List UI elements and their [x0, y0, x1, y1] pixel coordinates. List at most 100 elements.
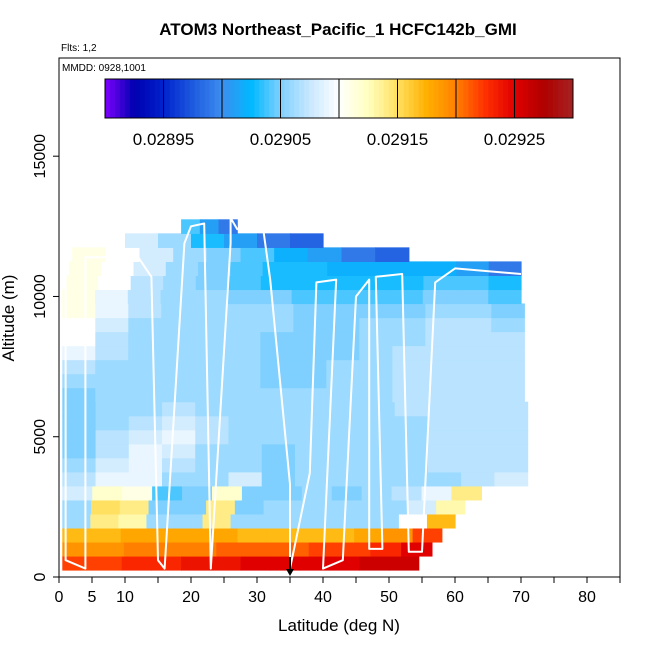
colorbar-swatch — [513, 79, 519, 118]
heatmap-cell — [455, 275, 490, 291]
heatmap-cell — [98, 275, 132, 291]
colorbar-swatch — [438, 79, 445, 118]
heatmap-cell — [390, 275, 425, 291]
heatmap-cell — [370, 513, 400, 529]
heatmap-cell — [62, 527, 93, 543]
heatmap-cell — [422, 289, 457, 305]
heatmap-cell — [62, 317, 96, 333]
heatmap-cell — [227, 387, 261, 403]
heatmap-cell — [62, 471, 97, 487]
heatmap-cell — [494, 457, 529, 473]
heatmap-cell — [228, 457, 263, 473]
x-tick-label: 30 — [248, 589, 266, 606]
colorbar-swatch — [563, 79, 569, 118]
colorbar-swatch — [159, 79, 166, 118]
colorbar-swatch — [184, 79, 191, 118]
colorbar-swatch — [199, 79, 206, 118]
heatmap-cell — [62, 457, 97, 473]
heatmap-cell — [307, 247, 343, 262]
heatmap-cell — [240, 555, 271, 571]
heatmap-cell — [128, 345, 162, 361]
y-axis-label: Altitude (m) — [0, 275, 18, 362]
heatmap-cell — [162, 429, 196, 445]
colorbar-swatch — [249, 79, 255, 118]
heatmap-cell — [328, 457, 363, 473]
heatmap-cell — [62, 387, 96, 403]
heatmap-cell — [359, 373, 393, 389]
colorbar-swatch — [139, 79, 146, 118]
heatmap-cell — [161, 387, 195, 403]
heatmap-cell — [394, 443, 429, 459]
colorbar-swatch — [269, 79, 275, 118]
colorbar-swatch — [294, 79, 300, 118]
heatmap-cell — [234, 499, 265, 515]
heatmap-cell — [436, 499, 466, 515]
heatmap-cell — [211, 485, 243, 501]
flight-track — [64, 216, 522, 570]
heatmap-cell — [461, 443, 495, 459]
heatmap-cell — [195, 429, 230, 445]
heatmap-cell — [226, 289, 260, 305]
heatmap-cell — [326, 331, 360, 347]
colorbar-swatch — [363, 79, 370, 118]
heatmap-cell — [293, 303, 327, 319]
heatmap-cell — [294, 457, 329, 473]
colorbar-swatch — [224, 79, 230, 118]
heatmap-cell — [290, 233, 324, 248]
heatmap-cell — [95, 401, 130, 417]
heatmap-cell — [261, 457, 296, 473]
heatmap-cell — [391, 261, 425, 277]
heatmap-cell — [261, 443, 296, 459]
heatmap-cell — [194, 373, 228, 389]
heatmap-cell — [146, 513, 176, 529]
heatmap-cell — [95, 471, 130, 487]
heatmap-cell — [139, 247, 174, 262]
colorbar-swatch — [503, 79, 509, 118]
heatmap-cell — [95, 359, 129, 375]
heatmap-cell — [202, 513, 232, 529]
heatmap-cell — [128, 387, 162, 403]
heatmap-cell — [121, 555, 152, 571]
colorbar-swatch — [164, 79, 171, 118]
colorbar-swatch — [508, 79, 514, 118]
heatmap-cell — [62, 373, 96, 389]
heatmap-cell — [328, 429, 363, 445]
heatmap-cell — [261, 471, 296, 487]
colorbar-swatch — [358, 79, 365, 118]
heatmap-cell — [162, 415, 196, 431]
heatmap-cell — [427, 415, 462, 431]
colorbar-swatch — [264, 79, 270, 118]
heatmap-cell — [292, 499, 322, 515]
colorbar-swatch — [284, 79, 290, 118]
heatmap-cell — [185, 541, 217, 557]
heatmap-cell — [328, 401, 363, 417]
colorbar-swatch — [149, 79, 156, 118]
heatmap-cell — [291, 289, 326, 305]
heatmap-cell — [194, 359, 228, 375]
heatmap-cell — [294, 261, 328, 277]
heatmap-cell — [458, 317, 492, 333]
heatmap-cell — [62, 345, 96, 361]
colorbar-swatch — [174, 79, 181, 118]
heatmap-cell — [258, 513, 288, 529]
heatmap-cell — [359, 387, 393, 403]
heatmap-cell — [260, 275, 294, 291]
heatmap-cell — [455, 289, 489, 305]
heatmap-cell — [206, 247, 242, 262]
heatmap-cell — [394, 457, 429, 473]
colorbar-tick-label: 0.02895 — [133, 130, 194, 149]
heatmap-cell — [456, 261, 490, 277]
y-tick-label: 15000 — [32, 134, 49, 179]
heatmap-cell — [328, 415, 363, 431]
colorbar-swatch — [553, 79, 559, 118]
heatmap-cell — [228, 429, 263, 445]
colorbar-swatch — [239, 79, 245, 118]
heatmap-cell — [62, 555, 93, 571]
heatmap-cell — [227, 345, 261, 361]
heatmap-cell — [494, 443, 529, 459]
heatmap-cell — [294, 471, 329, 487]
heatmap-cell — [154, 541, 187, 557]
heatmap-cell — [128, 429, 163, 445]
colorbar-swatch — [488, 79, 494, 118]
heatmap-cell — [427, 429, 462, 445]
